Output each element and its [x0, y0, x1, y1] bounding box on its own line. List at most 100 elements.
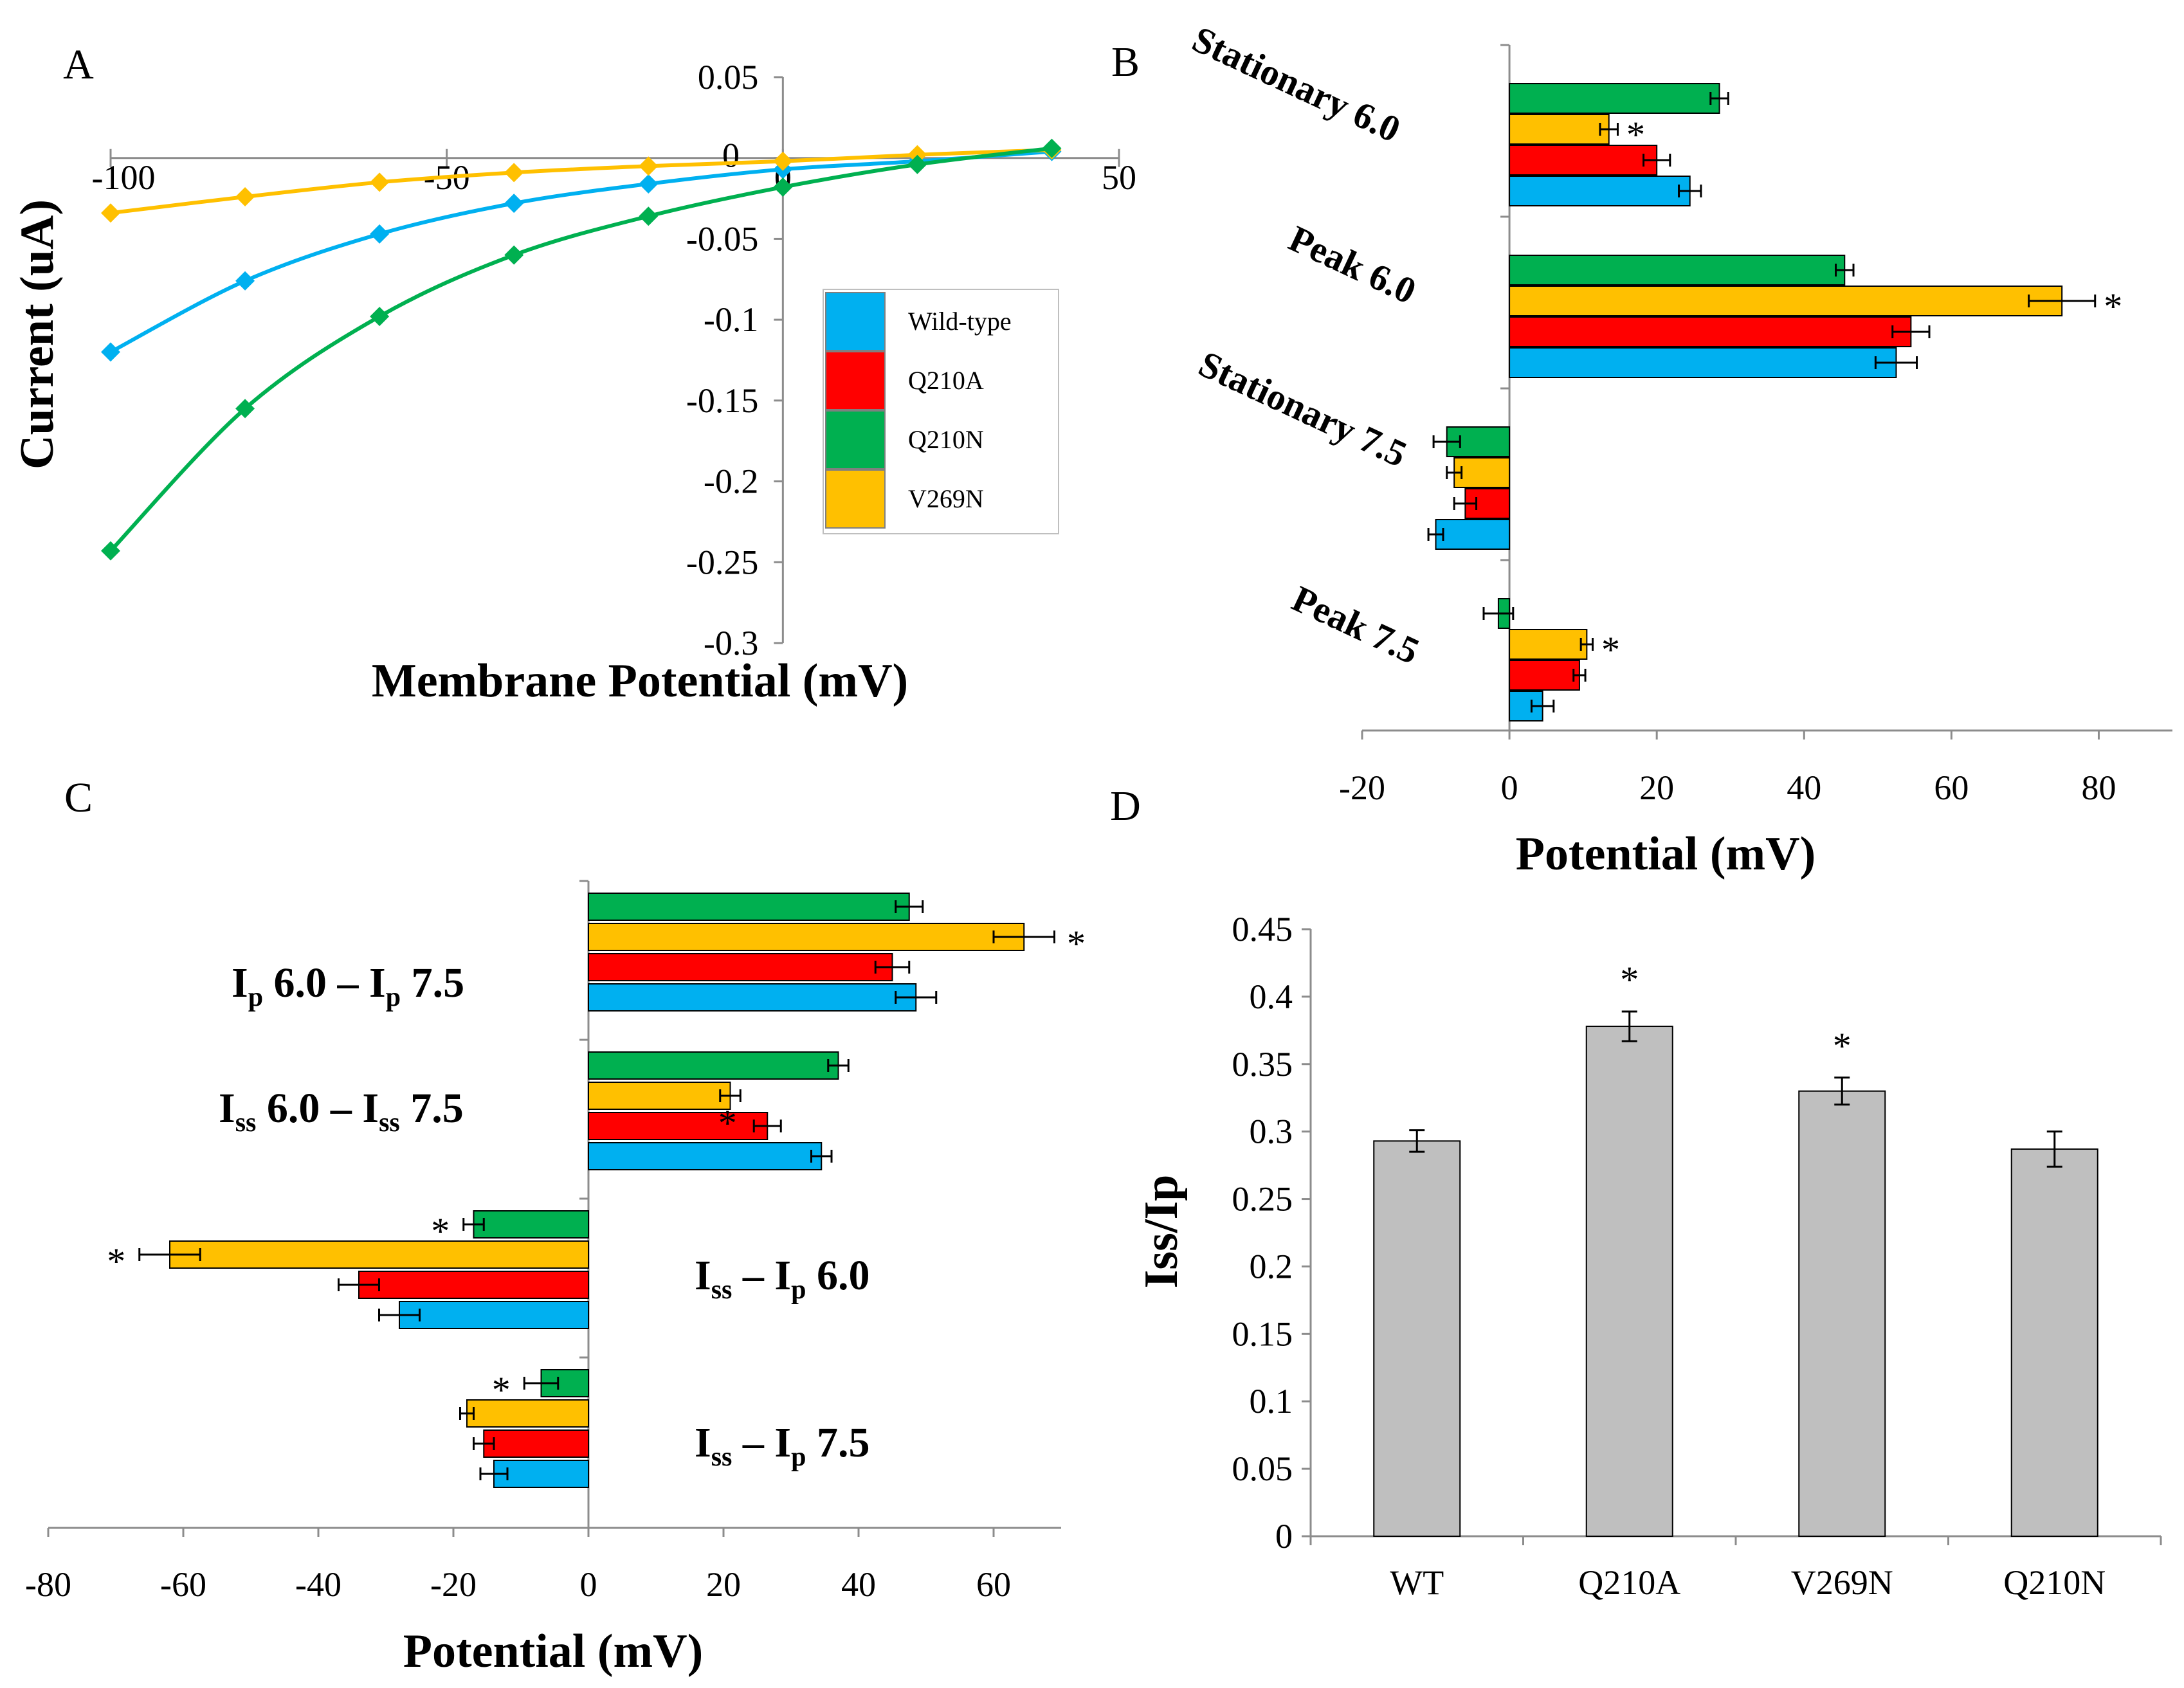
- x-tick-label: 0: [580, 1565, 597, 1604]
- label-part: 7.5: [806, 1419, 869, 1466]
- error-bar: [719, 1089, 742, 1102]
- label-part: I: [232, 959, 248, 1006]
- bar: [169, 1240, 589, 1269]
- bar: [588, 1051, 839, 1080]
- bar: [483, 1429, 589, 1458]
- y-tick-label: 0.25: [1232, 1180, 1293, 1219]
- error-bar: [1835, 264, 1855, 277]
- error-bar: [479, 1467, 509, 1480]
- y-tick-label: 0.35: [1232, 1045, 1293, 1084]
- significance-marker: *: [1833, 1025, 1852, 1067]
- error-bar: [827, 1059, 850, 1072]
- category-label: Iss – Ip 6.0: [695, 1252, 869, 1305]
- label-subscript: ss: [711, 1275, 733, 1305]
- x-axis-title: Potential (mV): [1516, 828, 1815, 880]
- category-label: Peak 6.0: [1283, 217, 1423, 312]
- label-subscript: p: [791, 1275, 806, 1305]
- data-point: [101, 541, 120, 561]
- x-tick-label: 40: [841, 1565, 876, 1604]
- data-point: [504, 245, 524, 265]
- bar: [1435, 519, 1511, 550]
- bar: [588, 1142, 823, 1170]
- x-tick-label: -20: [430, 1565, 477, 1604]
- bar: [588, 1082, 731, 1110]
- error-bar: [1874, 356, 1918, 369]
- error-bar: [338, 1278, 380, 1291]
- bar: [466, 1399, 589, 1428]
- y-tick-label: -0.25: [686, 543, 758, 581]
- category-label: Iss 6.0 – Iss 7.5: [219, 1085, 464, 1138]
- label-part: I: [695, 1419, 711, 1466]
- legend-entry: V269N: [908, 484, 984, 513]
- bar: [1509, 145, 1658, 176]
- x-tick-label: 60: [1934, 768, 1969, 807]
- data-point: [639, 156, 659, 176]
- panel-label: D: [1110, 783, 1141, 830]
- bar: [1509, 316, 1912, 347]
- legend-entry: Q210N: [908, 425, 984, 454]
- x-tick-label: 20: [1639, 768, 1674, 807]
- y-tick-label: 0: [722, 136, 740, 175]
- bar: [358, 1271, 589, 1299]
- error-bar: [1432, 435, 1461, 448]
- bar: [473, 1210, 589, 1239]
- error-bar: [1482, 607, 1515, 620]
- bar: [1509, 347, 1897, 378]
- bar: [1509, 176, 1691, 206]
- x-tick-label: 50: [1102, 158, 1136, 197]
- y-tick-label: 0.45: [1232, 910, 1293, 948]
- error-bar: [1643, 154, 1671, 167]
- category-label: Ip 6.0 – Ip 7.5: [232, 959, 464, 1012]
- panel-label: C: [64, 774, 93, 821]
- legend: Wild-type Q210A Q210N V269N: [823, 289, 1059, 534]
- error-bar: [895, 900, 924, 913]
- label-subscript: p: [386, 983, 401, 1012]
- error-bar: [1427, 528, 1444, 541]
- label-part: – I: [732, 1252, 791, 1299]
- y-tick-label: 0.05: [698, 58, 759, 96]
- label-part: I: [695, 1252, 711, 1299]
- error-bar: [1453, 497, 1478, 510]
- label-subscript: ss: [711, 1442, 733, 1472]
- error-bar: [138, 1248, 201, 1261]
- x-tick-label: -80: [25, 1565, 71, 1604]
- data-point: [101, 203, 120, 223]
- significance-marker: *: [492, 1369, 511, 1411]
- bar: [588, 893, 910, 921]
- data-point: [235, 187, 255, 207]
- x-tick-label: -100: [92, 158, 156, 197]
- bar: [1509, 114, 1610, 145]
- y-tick-label: -0.1: [704, 300, 758, 339]
- significance-marker: *: [107, 1240, 125, 1282]
- x-tick-label: -60: [160, 1565, 206, 1604]
- x-tick-label: 40: [1787, 768, 1821, 807]
- error-bar: [1579, 638, 1594, 651]
- error-bar: [1678, 185, 1702, 197]
- data-point: [370, 224, 390, 244]
- legend-swatch: [825, 351, 886, 410]
- y-axis-title: Current (uA): [11, 199, 64, 469]
- y-tick-label: 0.1: [1250, 1382, 1293, 1420]
- data-point: [773, 151, 793, 171]
- label-part: 7.5: [400, 1085, 464, 1132]
- series-line: [110, 148, 1052, 215]
- y-axis-title: Iss/Ip: [1135, 1175, 1188, 1289]
- x-tick-label: Q210N: [2003, 1563, 2106, 1602]
- y-tick-label: 0.3: [1250, 1112, 1293, 1151]
- data-point: [235, 399, 255, 419]
- data-point: [1042, 138, 1062, 158]
- series-line: [109, 149, 1052, 354]
- legend-entry: Q210A: [908, 366, 984, 395]
- panel-c-bar-chart: C-80 -60 -40 -20 0 20 40 60*****Ip 6.0 – Ip 7.5…: [25, 774, 1086, 1678]
- bar: [2010, 1148, 2098, 1537]
- data-point: [370, 172, 390, 192]
- label-part: 6.0: [806, 1252, 869, 1299]
- label-subscript: ss: [379, 1108, 400, 1138]
- label-part: 6.0 – I: [256, 1085, 379, 1132]
- x-tick-label: 80: [2081, 768, 2116, 807]
- error-bar: [1891, 325, 1931, 338]
- error-bar: [2046, 1130, 2062, 1168]
- error-bar: [874, 961, 911, 974]
- x-axis-title: Potential (mV): [403, 1625, 703, 1678]
